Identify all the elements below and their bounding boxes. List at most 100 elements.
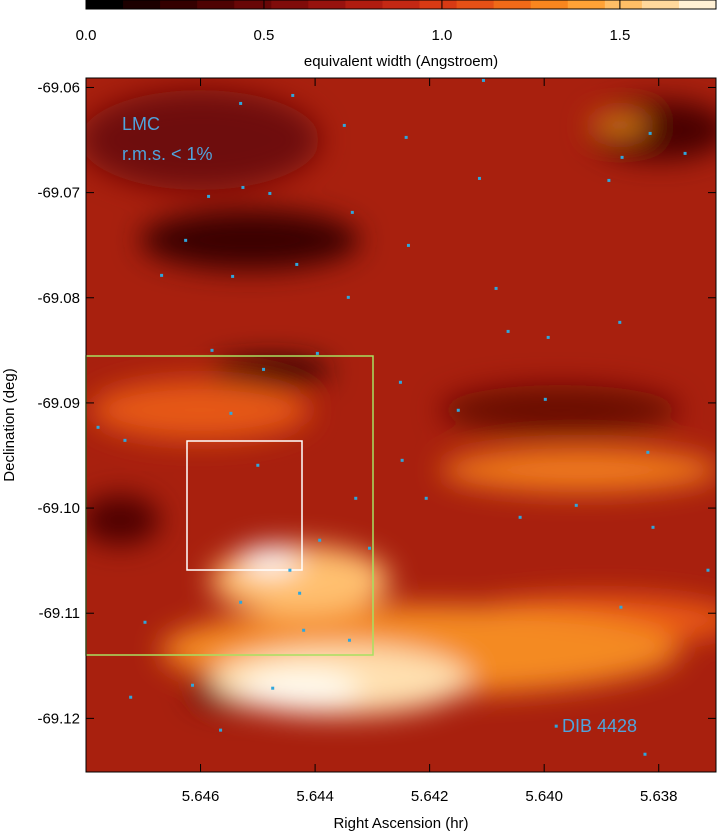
colorbar-swatch: [456, 0, 495, 9]
y-tick-label: -69.07: [37, 185, 80, 202]
star: [143, 620, 147, 624]
colorbar-swatch: [678, 0, 717, 9]
y-axis-label: Declination (deg): [1, 368, 18, 481]
star: [347, 638, 351, 642]
star: [229, 411, 233, 415]
inner-box: [186, 440, 303, 571]
star: [241, 185, 245, 189]
star: [618, 320, 622, 324]
colorbar-swatch: [271, 0, 309, 9]
star: [210, 348, 214, 352]
star: [620, 155, 624, 159]
star: [239, 600, 243, 604]
colorbar-swatch: [86, 0, 124, 9]
y-tick-label: -69.06: [37, 79, 80, 96]
star: [318, 538, 322, 542]
y-tick-label: -69.12: [37, 710, 80, 727]
star: [607, 178, 611, 182]
star: [368, 546, 371, 550]
star: [481, 78, 485, 82]
star: [350, 210, 354, 214]
colorbar-tick-label: 1.0: [432, 27, 453, 44]
star: [706, 568, 710, 572]
colorbar-tick-label: 0.5: [254, 27, 275, 44]
colorbar-swatch: [530, 0, 569, 9]
colorbar-swatch: [419, 0, 458, 9]
star: [268, 191, 272, 195]
plot-frame: [85, 77, 717, 773]
star: [518, 515, 522, 519]
annotation: DIB 4428: [562, 716, 637, 736]
colorbar-swatch: [160, 0, 198, 9]
star: [302, 628, 306, 632]
star: [400, 458, 404, 462]
y-tick-label: -69.09: [37, 395, 80, 412]
star: [404, 135, 408, 139]
star: [398, 380, 402, 384]
star: [295, 262, 299, 266]
star: [456, 408, 460, 412]
heatmap: [86, 78, 716, 772]
star: [619, 605, 623, 609]
x-tick-label: 5.642: [411, 788, 449, 805]
colorbar-swatch: [123, 0, 161, 9]
y-tick-label: -69.10: [37, 500, 80, 517]
star: [315, 351, 319, 355]
star: [406, 243, 410, 247]
star: [651, 525, 655, 529]
star: [506, 329, 510, 333]
star: [96, 425, 100, 429]
star: [207, 194, 211, 198]
annotation: r.m.s. < 1%: [122, 144, 213, 164]
star: [191, 683, 195, 687]
star: [554, 724, 558, 728]
colorbar-tick-label: 1.5: [609, 27, 630, 44]
star: [129, 695, 133, 699]
star: [546, 335, 550, 339]
colorbar-swatch: [345, 0, 383, 9]
colorbar-tick-label: 0.0: [76, 27, 97, 44]
star: [646, 450, 650, 454]
star: [494, 286, 498, 290]
x-tick-label: 5.646: [182, 788, 220, 805]
y-tick-label: -69.08: [37, 290, 80, 307]
star: [184, 238, 188, 242]
star: [256, 463, 260, 467]
star: [288, 568, 292, 572]
colorbar-swatch: [234, 0, 272, 9]
star: [683, 151, 687, 155]
x-tick-label: 5.638: [640, 788, 678, 805]
star: [342, 123, 346, 127]
star: [219, 728, 223, 732]
star: [543, 397, 547, 401]
star: [354, 496, 358, 500]
colorbar-swatch: [641, 0, 680, 9]
colorbar-swatch: [567, 0, 606, 9]
star: [574, 503, 578, 507]
x-axis-label: Right Ascension (hr): [333, 815, 468, 832]
colorbar-swatch: [308, 0, 346, 9]
star: [643, 752, 647, 756]
x-tick-label: 5.640: [525, 788, 563, 805]
colorbar-swatch: [382, 0, 421, 9]
y-tick-label: -69.11: [39, 605, 80, 622]
star: [291, 93, 295, 97]
colorbar-swatch: [604, 0, 643, 9]
star: [231, 274, 235, 278]
star: [477, 176, 481, 180]
x-tick-label: 5.644: [296, 788, 334, 805]
star: [648, 131, 652, 135]
star: [239, 101, 243, 105]
star: [424, 496, 428, 500]
star: [346, 295, 350, 299]
colorbar-swatch: [493, 0, 532, 9]
star: [298, 591, 302, 595]
annotation: LMC: [122, 114, 160, 134]
star: [160, 273, 164, 277]
colorbar-label: equivalent width (Angstroem): [304, 53, 498, 70]
star: [262, 367, 266, 371]
colorbar-swatch: [197, 0, 235, 9]
star: [271, 686, 275, 690]
star: [123, 438, 127, 442]
